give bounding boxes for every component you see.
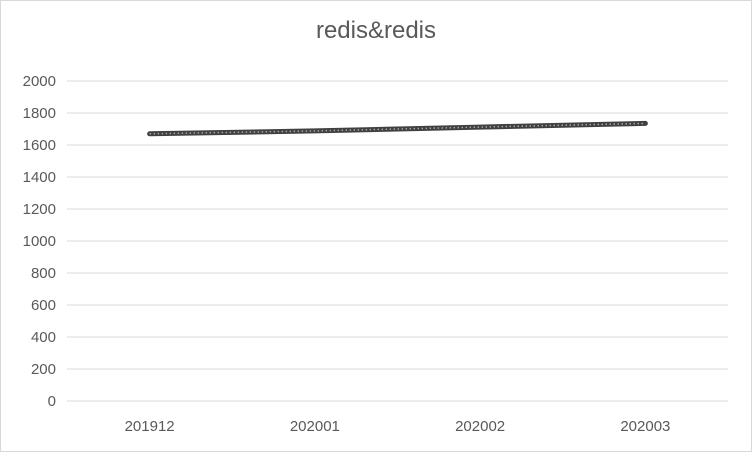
y-tick-label: 1800	[23, 105, 56, 122]
series-layer	[147, 120, 648, 137]
y-axis-ticks: 0 200 400 600 800 1000 1200 1400 1600 1800 2000	[23, 73, 56, 410]
x-tick-label: 202003	[620, 418, 670, 435]
y-tick-label: 400	[31, 329, 56, 346]
y-tick-label: 0	[48, 393, 56, 410]
y-tick-label: 1600	[23, 137, 56, 154]
y-tick-label: 2000	[23, 73, 56, 90]
x-tick-label: 202001	[290, 418, 340, 435]
x-axis-ticks: 201912 202001 202002 202003	[125, 418, 671, 435]
y-tick-label: 200	[31, 361, 56, 378]
y-tick-label: 1400	[23, 169, 56, 186]
y-tick-label: 800	[31, 265, 56, 282]
x-tick-label: 201912	[125, 418, 175, 435]
grid-lines	[67, 80, 728, 402]
x-tick-label: 202002	[455, 418, 505, 435]
y-tick-label: 1000	[23, 233, 56, 250]
y-tick-label: 1200	[23, 201, 56, 218]
y-tick-label: 600	[31, 297, 56, 314]
series-line-dots	[149, 122, 646, 135]
chart-title: redis&redis	[315, 17, 437, 44]
